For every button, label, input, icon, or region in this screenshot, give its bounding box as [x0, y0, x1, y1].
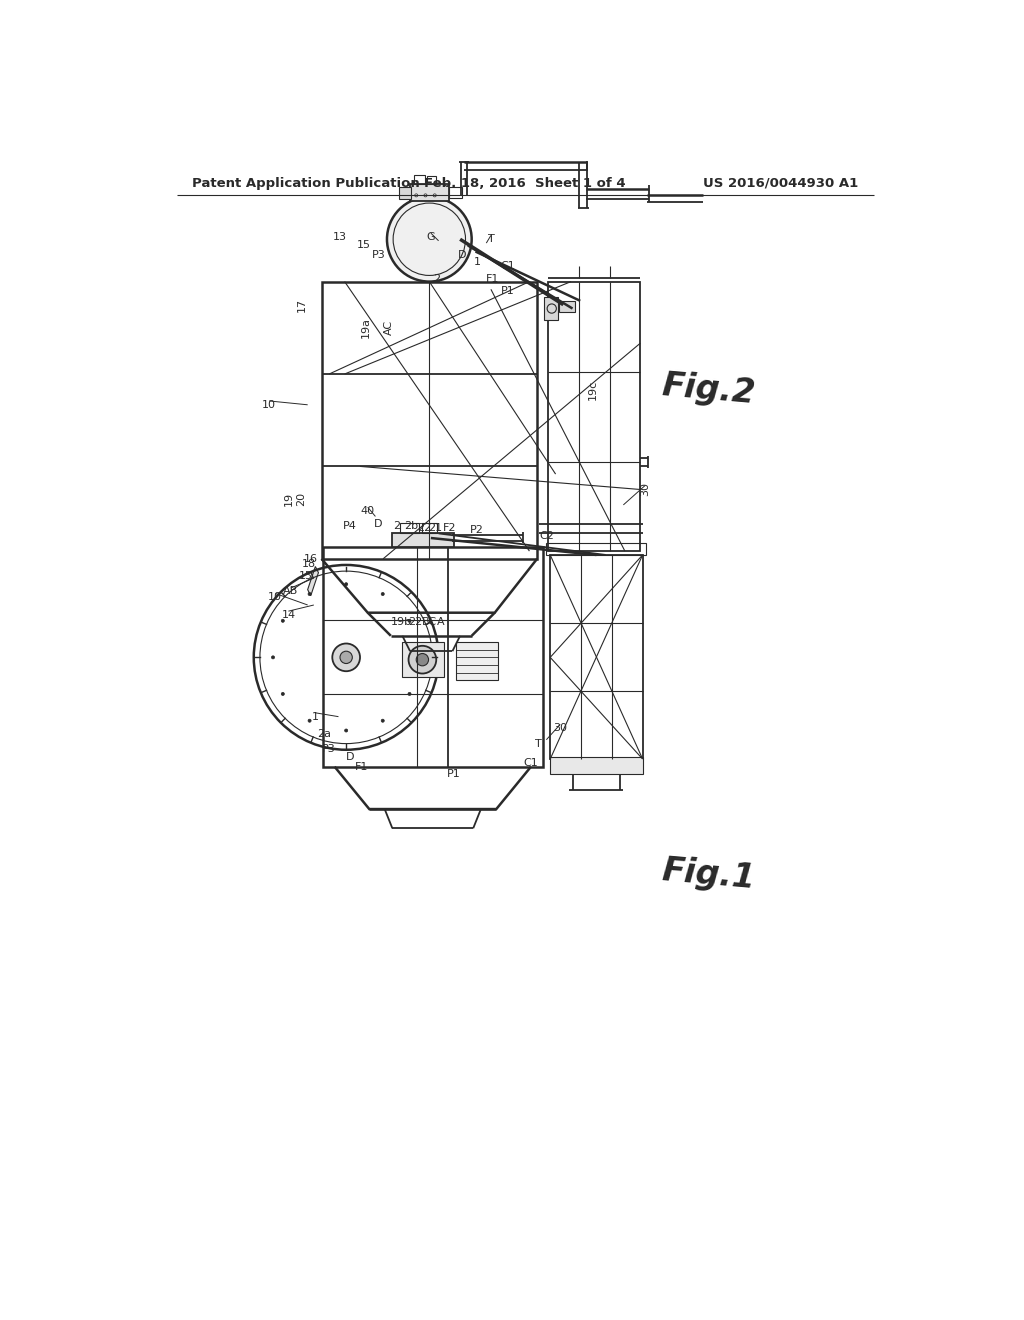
Bar — [544, 297, 558, 321]
Text: BC: BC — [422, 616, 437, 627]
Bar — [400, 523, 419, 533]
Text: 15: 15 — [299, 570, 313, 581]
Text: 19b: 19b — [391, 616, 413, 627]
Bar — [550, 758, 643, 775]
Text: 10: 10 — [262, 400, 276, 409]
Text: D: D — [458, 249, 466, 260]
Text: P2: P2 — [470, 524, 484, 535]
Text: 22: 22 — [418, 523, 432, 533]
Circle shape — [408, 619, 411, 622]
Text: A: A — [437, 616, 444, 627]
Text: Patent Application Publication: Patent Application Publication — [193, 177, 420, 190]
Text: F1: F1 — [485, 275, 499, 284]
Bar — [550, 554, 643, 759]
Text: 21: 21 — [428, 523, 441, 533]
Text: 22: 22 — [409, 616, 423, 627]
Text: 2: 2 — [392, 520, 399, 531]
Text: 30: 30 — [640, 483, 650, 496]
Text: F1: F1 — [355, 762, 369, 772]
Bar — [410, 183, 449, 201]
Text: C1: C1 — [523, 758, 539, 768]
Circle shape — [381, 719, 384, 722]
Text: P1: P1 — [447, 770, 461, 779]
Text: Fig.2: Fig.2 — [659, 368, 757, 411]
Circle shape — [381, 593, 384, 595]
Text: 1: 1 — [312, 711, 318, 722]
Circle shape — [308, 719, 311, 722]
Bar — [548, 281, 640, 552]
Circle shape — [282, 619, 285, 622]
Text: C2: C2 — [539, 531, 554, 541]
Circle shape — [416, 653, 429, 665]
Text: AC: AC — [384, 321, 393, 335]
Bar — [392, 533, 454, 548]
Text: P4: P4 — [343, 520, 357, 531]
Bar — [401, 642, 444, 677]
Bar — [414, 174, 425, 183]
Bar — [427, 176, 436, 183]
Text: 19a: 19a — [360, 317, 371, 338]
Text: 10: 10 — [268, 593, 283, 602]
Text: 16: 16 — [304, 554, 317, 564]
Text: G: G — [427, 232, 435, 242]
Text: T: T — [536, 739, 542, 748]
Polygon shape — [307, 566, 318, 595]
Text: 14: 14 — [282, 610, 296, 620]
Text: 17: 17 — [297, 297, 306, 312]
Text: 13: 13 — [333, 232, 347, 242]
Circle shape — [409, 645, 436, 673]
Text: AB: AB — [283, 586, 298, 597]
Bar — [559, 301, 574, 313]
Text: F2: F2 — [443, 523, 457, 533]
Bar — [547, 544, 646, 554]
Circle shape — [403, 651, 416, 664]
Circle shape — [408, 693, 411, 696]
Circle shape — [308, 593, 311, 595]
Text: 30: 30 — [553, 723, 567, 733]
Text: 19c: 19c — [588, 379, 598, 400]
Circle shape — [408, 655, 413, 660]
Text: P3: P3 — [323, 744, 336, 754]
Bar — [398, 187, 411, 199]
Text: P3: P3 — [372, 249, 385, 260]
Text: US 2016/0044930 A1: US 2016/0044930 A1 — [702, 177, 858, 190]
Text: 20: 20 — [297, 491, 306, 506]
Circle shape — [345, 729, 348, 733]
Bar — [456, 642, 498, 681]
Circle shape — [333, 644, 360, 672]
Text: 19: 19 — [284, 491, 294, 506]
Bar — [322, 281, 538, 558]
Text: D: D — [346, 751, 354, 762]
Text: 1: 1 — [473, 257, 480, 268]
Circle shape — [387, 197, 472, 281]
Bar — [449, 187, 463, 198]
Circle shape — [345, 582, 348, 586]
Circle shape — [271, 656, 274, 659]
Text: 15: 15 — [357, 240, 371, 249]
Text: D: D — [374, 519, 383, 529]
Text: 40: 40 — [360, 506, 375, 516]
Text: Feb. 18, 2016  Sheet 1 of 4: Feb. 18, 2016 Sheet 1 of 4 — [424, 177, 626, 190]
Circle shape — [282, 693, 285, 696]
Circle shape — [340, 651, 352, 664]
Text: 2b: 2b — [404, 520, 419, 531]
Text: Fig.1: Fig.1 — [659, 854, 757, 895]
Text: 18: 18 — [302, 560, 316, 569]
Text: 2a: 2a — [317, 730, 332, 739]
Text: C1: C1 — [501, 261, 515, 271]
Circle shape — [418, 656, 421, 659]
Text: T: T — [487, 234, 495, 244]
Text: 2: 2 — [433, 275, 440, 284]
Bar — [422, 523, 437, 533]
Bar — [323, 548, 543, 767]
Text: P1: P1 — [501, 286, 515, 296]
